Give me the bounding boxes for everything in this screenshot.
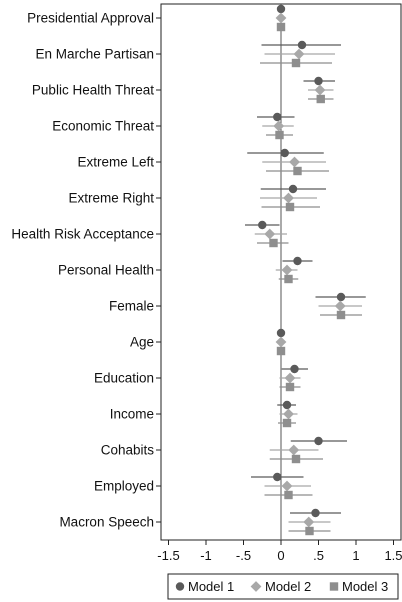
point-model-3 bbox=[284, 490, 293, 500]
point-model-2 bbox=[334, 300, 346, 312]
point-model-2 bbox=[275, 12, 287, 24]
category-label: Personal Health bbox=[58, 263, 154, 278]
point-model-1 bbox=[280, 148, 289, 158]
x-axis: -1.5 -1 -.5 0 .5 1 1.5 bbox=[157, 540, 402, 563]
category-label: Extreme Left bbox=[77, 155, 154, 170]
legend-box bbox=[167, 573, 399, 600]
point-model-3 bbox=[291, 58, 301, 68]
legend-label: Model 1 bbox=[188, 579, 234, 594]
point-model-3 bbox=[276, 346, 286, 356]
point-model-3 bbox=[269, 238, 278, 248]
point-model-2 bbox=[293, 48, 305, 60]
x-tick-label: 1.5 bbox=[384, 548, 402, 563]
legend-label: Model 2 bbox=[265, 579, 311, 594]
point-model-1 bbox=[311, 508, 320, 518]
point-model-2 bbox=[281, 264, 293, 276]
point-model-3 bbox=[336, 310, 346, 320]
point-model-1 bbox=[290, 364, 299, 374]
category-label: Age bbox=[130, 335, 154, 350]
legend: Model 1 Model 2 Model 3 bbox=[167, 573, 399, 600]
point-model-3 bbox=[276, 22, 286, 32]
point-model-2 bbox=[283, 408, 294, 420]
point-model-3 bbox=[293, 166, 302, 176]
point-model-3 bbox=[284, 274, 293, 284]
point-model-3 bbox=[316, 94, 325, 104]
point-model-1 bbox=[336, 292, 346, 302]
point-model-3 bbox=[291, 454, 301, 464]
point-model-3 bbox=[285, 382, 295, 392]
category-label: Female bbox=[109, 299, 154, 314]
x-tick-label: -.5 bbox=[236, 548, 251, 563]
category-label: Employed bbox=[94, 479, 154, 494]
x-tick-label: .5 bbox=[313, 548, 324, 563]
point-model-1 bbox=[258, 220, 267, 230]
category-label: Health Risk Acceptance bbox=[11, 227, 154, 242]
point-model-1 bbox=[293, 256, 302, 266]
point-model-1 bbox=[273, 472, 282, 482]
legend-label: Model 3 bbox=[342, 579, 388, 594]
marks-layer bbox=[245, 4, 366, 536]
category-label: Cohabits bbox=[101, 443, 155, 458]
point-model-2 bbox=[264, 228, 276, 240]
category-label: Income bbox=[110, 407, 154, 422]
point-model-3 bbox=[282, 418, 292, 428]
point-model-2 bbox=[281, 480, 293, 492]
category-label: Public Health Threat bbox=[32, 83, 154, 98]
point-model-2 bbox=[273, 120, 285, 132]
point-model-1 bbox=[314, 76, 323, 86]
point-model-2 bbox=[284, 372, 296, 384]
category-label: En Marche Partisan bbox=[35, 47, 154, 62]
point-model-1 bbox=[282, 400, 292, 410]
point-model-3 bbox=[275, 130, 284, 140]
point-model-3 bbox=[285, 202, 295, 212]
point-model-1 bbox=[273, 112, 282, 122]
point-model-1 bbox=[297, 40, 307, 50]
point-model-1 bbox=[314, 436, 323, 446]
point-model-2 bbox=[314, 84, 326, 96]
point-model-2 bbox=[275, 336, 287, 348]
category-label: Extreme Right bbox=[68, 191, 154, 206]
point-model-2 bbox=[283, 192, 294, 204]
rows-layer: Presidential Approval En Marche Partisan P… bbox=[11, 11, 161, 530]
x-tick-label: 0 bbox=[277, 548, 284, 563]
legend-marker-model-1 bbox=[175, 582, 185, 591]
point-model-2 bbox=[303, 516, 315, 528]
category-label: Presidential Approval bbox=[27, 11, 154, 26]
x-tick-label: -1 bbox=[200, 548, 212, 563]
point-model-1 bbox=[288, 184, 298, 194]
category-label: Education bbox=[94, 371, 154, 386]
x-tick-label: 1 bbox=[352, 548, 359, 563]
point-model-2 bbox=[288, 444, 300, 456]
point-model-1 bbox=[276, 328, 286, 338]
point-model-2 bbox=[289, 156, 300, 168]
point-model-1 bbox=[276, 4, 286, 14]
legend-marker-model-3 bbox=[329, 582, 339, 591]
point-model-3 bbox=[305, 526, 314, 536]
category-label: Macron Speech bbox=[59, 515, 154, 530]
category-label: Economic Threat bbox=[52, 119, 154, 134]
x-tick-label: -1.5 bbox=[157, 548, 179, 563]
legend-marker-model-2 bbox=[250, 581, 262, 592]
